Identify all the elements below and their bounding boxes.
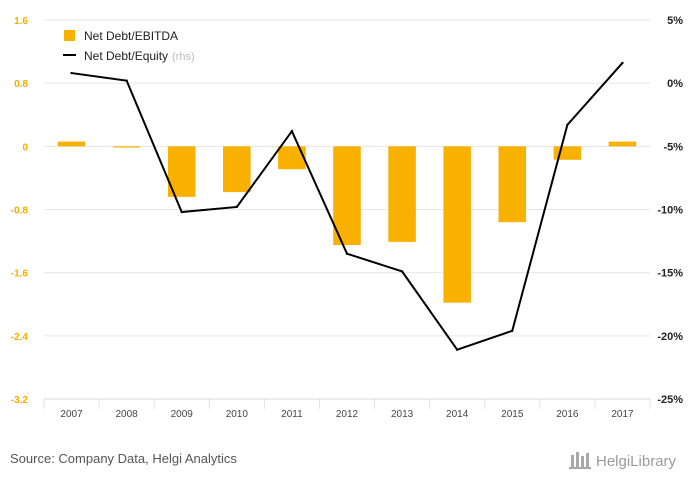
y-right-tick-label: 0%: [667, 78, 683, 90]
bar-net-debt-ebitda: [223, 146, 251, 193]
brand-name: HelgiLibrary: [596, 453, 677, 470]
line-point-net-debt-equity: [455, 348, 459, 351]
line-point-net-debt-equity: [566, 123, 569, 127]
y-right-tick-label: -10%: [657, 205, 683, 217]
y-left-tick-label: 0: [22, 142, 28, 153]
x-tick-label: 2015: [501, 409, 524, 420]
legend-line-name: Net Debt/Equity: [84, 49, 168, 63]
x-tick-label: 2007: [60, 409, 83, 420]
bar-net-debt-ebitda: [57, 141, 86, 147]
x-tick-label: 2013: [391, 409, 414, 420]
y-left-tick-label: 0.8: [14, 79, 28, 90]
line-point-net-debt-equity: [125, 79, 128, 82]
bar-net-debt-ebitda: [498, 146, 527, 223]
y-right-tick-label: -25%: [657, 394, 683, 406]
y-left-tick-label: -1.6: [11, 269, 29, 280]
y-right-tick-label: 5%: [667, 15, 683, 27]
line-point-net-debt-equity: [345, 252, 349, 255]
bar-net-debt-ebitda: [112, 146, 141, 148]
brand-logo: HelgiLibrary: [569, 452, 677, 470]
x-tick-label: 2014: [446, 409, 469, 420]
source-note: Source: Company Data, Helgi Analytics: [10, 451, 237, 466]
line-point-net-debt-equity: [400, 270, 404, 273]
bar-net-debt-ebitda: [278, 146, 306, 170]
line-point-net-debt-equity: [235, 205, 239, 209]
y-right-tick-label: -20%: [657, 331, 683, 343]
legend-line-label: Net Debt/Equity (rhs): [84, 49, 195, 63]
x-tick-label: 2012: [336, 409, 359, 420]
x-tick-label: 2010: [226, 409, 249, 420]
y-right-tick-label: -5%: [663, 141, 683, 153]
y-left-tick-label: -0.8: [11, 206, 29, 217]
legend-bar-label: Net Debt/EBITDA: [84, 29, 178, 43]
y-left-tick-label: -2.4: [11, 332, 29, 343]
bar-net-debt-ebitda: [443, 146, 471, 303]
line-point-net-debt-equity: [290, 129, 294, 133]
legend: Net Debt/EBITDA Net Debt/Equity (rhs): [63, 29, 195, 63]
x-tick-label: 2008: [116, 409, 139, 420]
line-point-net-debt-equity: [180, 210, 183, 214]
line-point-net-debt-equity: [70, 71, 73, 75]
x-tick-label: 2009: [171, 409, 194, 420]
x-tick-label: 2011: [281, 409, 303, 420]
axis-layer: 1.6 0.8 0 -0.8 -1.6 -2.4 -3.2 5% 0% -5% -10% -15% -2…: [11, 15, 683, 420]
legend-line-suffix: (rhs): [172, 51, 195, 63]
line-point-net-debt-equity: [621, 61, 624, 65]
x-tick-label: 2016: [556, 409, 579, 420]
line-point-net-debt-equity: [511, 329, 514, 332]
library-logo-icon: [569, 452, 591, 469]
bar-net-debt-ebitda: [388, 146, 416, 242]
y-left-tick-label: -3.2: [11, 395, 29, 406]
bar-net-debt-ebitda: [608, 141, 637, 147]
x-tick-label: 2017: [611, 409, 634, 420]
line-layer: [70, 61, 624, 351]
y-right-tick-label: -15%: [657, 268, 683, 280]
y-left-tick-label: 1.6: [14, 16, 28, 27]
bar-net-debt-ebitda: [333, 146, 361, 246]
legend-bar-swatch: [64, 30, 75, 41]
bar-layer: [57, 141, 637, 303]
